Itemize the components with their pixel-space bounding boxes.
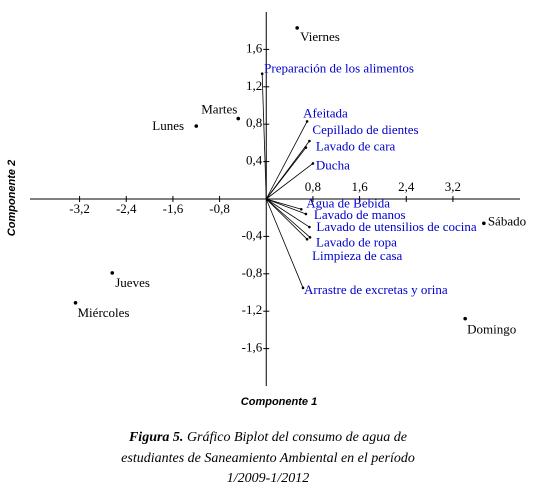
loading-vector: [265, 198, 308, 240]
vector-label: Ducha: [316, 157, 350, 172]
vector-tip: [311, 162, 315, 165]
y-tick-label: 0,8: [246, 115, 262, 130]
score-point: [295, 26, 299, 30]
vector-tip: [305, 237, 309, 241]
x-tick-label: 0,8: [305, 179, 321, 194]
vector-tip: [308, 225, 311, 229]
y-tick-label: -0,4: [242, 227, 263, 242]
vector-label: Limpieza de casa: [312, 248, 402, 263]
vector-label: Lavado de ropa: [316, 234, 397, 249]
vector-label: Lavado de utensilios de cocina: [316, 219, 477, 234]
loading-vector: [266, 198, 307, 215]
y-tick-label: -1,2: [242, 302, 263, 317]
x-tick-label: -0,8: [209, 201, 230, 216]
vector-tip: [305, 120, 309, 123]
y-axis-title: Componente 2: [6, 160, 18, 236]
point-label: Martes: [201, 102, 237, 117]
score-point: [194, 124, 199, 128]
vector-tip: [260, 72, 264, 76]
x-axis-title: Componente 1: [241, 396, 317, 408]
y-tick-label: -1,6: [242, 340, 263, 355]
x-tick-label: 3,2: [445, 179, 461, 194]
caption-label: Figura 5.: [128, 430, 183, 445]
vector-label: Cepillado de dientes: [312, 122, 418, 137]
point-label: Lunes: [152, 118, 184, 133]
point-label: Sábado: [488, 213, 526, 228]
vector-label: Agua de Bebida: [306, 195, 390, 210]
x-tick-label: 1,6: [351, 179, 368, 194]
score-point: [236, 116, 241, 121]
vector-tip: [304, 146, 308, 149]
point-label: Miércoles: [78, 305, 130, 320]
vector-label: Lavado de manos: [314, 207, 406, 222]
loading-vector: [265, 198, 304, 288]
vector-tip: [304, 212, 308, 216]
loading-vector: [266, 198, 302, 210]
y-tick-label: -0,8: [242, 265, 263, 280]
x-tick-label: -1,6: [163, 201, 184, 216]
vector-tip: [299, 207, 303, 211]
loading-vector: [265, 121, 308, 200]
caption-line: 1/2009-1/2012: [227, 471, 309, 486]
vector-tip: [308, 139, 311, 143]
vector-label: Preparación de los alimentos: [264, 61, 414, 76]
loading-vector: [266, 198, 310, 228]
y-tick-label: 1,2: [246, 78, 262, 93]
caption-line: estudiantes de Saneamiento Ambiental en …: [121, 451, 415, 466]
x-tick-label: -2,4: [116, 201, 137, 216]
score-point: [463, 316, 467, 321]
vector-tip: [301, 286, 305, 290]
vector-tip: [308, 236, 312, 239]
point-label: Viernes: [300, 29, 340, 44]
point-label: Domingo: [467, 322, 516, 337]
score-point: [73, 300, 78, 305]
x-tick-label: -3,2: [69, 201, 90, 216]
score-point: [482, 221, 486, 226]
caption-text: Gráfico Biplot del consumo de agua de: [187, 430, 407, 445]
vector-label: Afeitada: [303, 105, 348, 120]
x-tick-label: 2,4: [398, 179, 415, 194]
score-point: [110, 271, 115, 275]
y-tick-label: 1,6: [246, 40, 263, 55]
caption-line: Figura 5. Gráfico Biplot del consumo de …: [128, 430, 407, 445]
loading-vector: [265, 147, 307, 200]
vector-label: Arrastre de excretas y orina: [304, 282, 448, 297]
loading-vector: [266, 163, 314, 200]
point-label: Jueves: [115, 275, 150, 290]
loading-vector: [261, 73, 267, 200]
y-tick-label: 0,4: [246, 153, 263, 168]
loading-vector: [265, 198, 311, 238]
vector-label: Lavado de cara: [316, 139, 396, 154]
